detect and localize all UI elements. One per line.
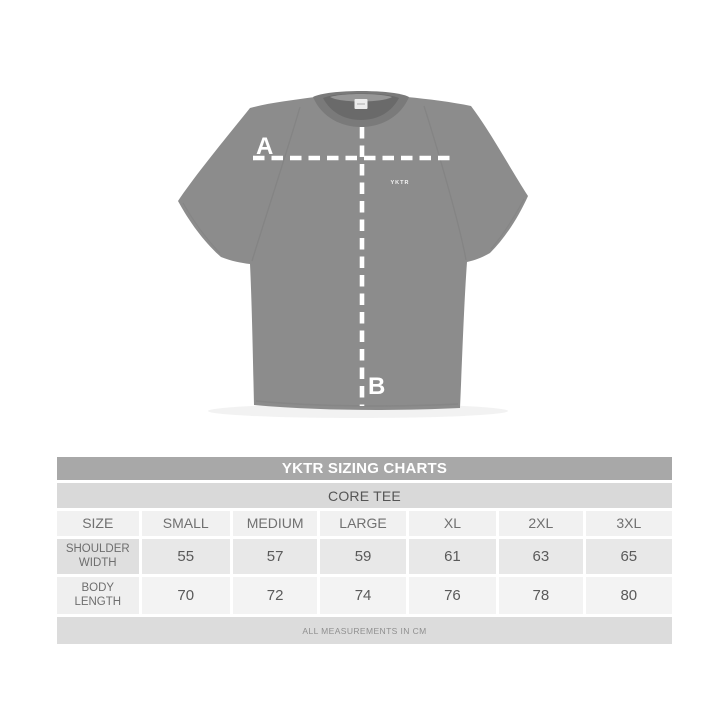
left-shoulder-seam <box>251 106 301 262</box>
value-cell: 78 <box>499 577 583 614</box>
value-cell: 57 <box>232 539 318 574</box>
column-header-xl: XL <box>408 511 497 536</box>
tshirt-body <box>178 91 528 410</box>
column-header-medium: MEDIUM <box>232 511 318 536</box>
row-label: BODY LENGTH <box>57 577 139 614</box>
value-cell: 74 <box>320 577 406 614</box>
measure-label-b: B <box>368 373 385 400</box>
chest-logo: YKTR <box>391 180 410 186</box>
column-header-large: LARGE <box>320 511 406 536</box>
value-cell: 72 <box>232 577 318 614</box>
table-title: YKTR SIZING CHARTS <box>57 457 672 480</box>
value-cell: 70 <box>141 577 230 614</box>
table-row-body-length: BODY LENGTH 70 72 74 76 78 80 <box>57 577 672 614</box>
measure-label-a: A <box>256 133 273 160</box>
column-header-size: SIZE <box>57 511 139 536</box>
hem-seam <box>255 400 459 407</box>
value-cell: 65 <box>585 539 672 574</box>
table-footer-note: ALL MEASUREMENTS IN CM <box>57 617 672 644</box>
right-sleeve-hem-seam <box>490 198 525 250</box>
tshirt-diagram: YKTR A B <box>178 91 528 418</box>
table-row-shoulder-width: SHOULDER WIDTH 55 57 59 61 63 65 <box>57 539 672 574</box>
left-sleeve-hem-seam <box>182 202 221 254</box>
value-cell: 80 <box>585 577 672 614</box>
column-header-small: SMALL <box>141 511 230 536</box>
collar-back-inner <box>330 94 392 102</box>
value-cell: 76 <box>408 577 497 614</box>
value-cell: 61 <box>408 539 497 574</box>
column-header-3xl: 3XL <box>585 511 672 536</box>
value-cell: 59 <box>320 539 406 574</box>
row-label: SHOULDER WIDTH <box>57 539 139 574</box>
table-header-row: SIZE SMALL MEDIUM LARGE XL 2XL 3XL <box>57 511 672 536</box>
value-cell: 55 <box>141 539 230 574</box>
sizing-table: YKTR SIZING CHARTS CORE TEE SIZE SMALL M… <box>57 457 672 644</box>
right-shoulder-seam <box>423 105 467 261</box>
value-cell: 63 <box>499 539 583 574</box>
tshirt-graphic: YKTR A B <box>178 91 528 418</box>
table-subtitle: CORE TEE <box>57 483 672 508</box>
column-header-2xl: 2XL <box>499 511 583 536</box>
